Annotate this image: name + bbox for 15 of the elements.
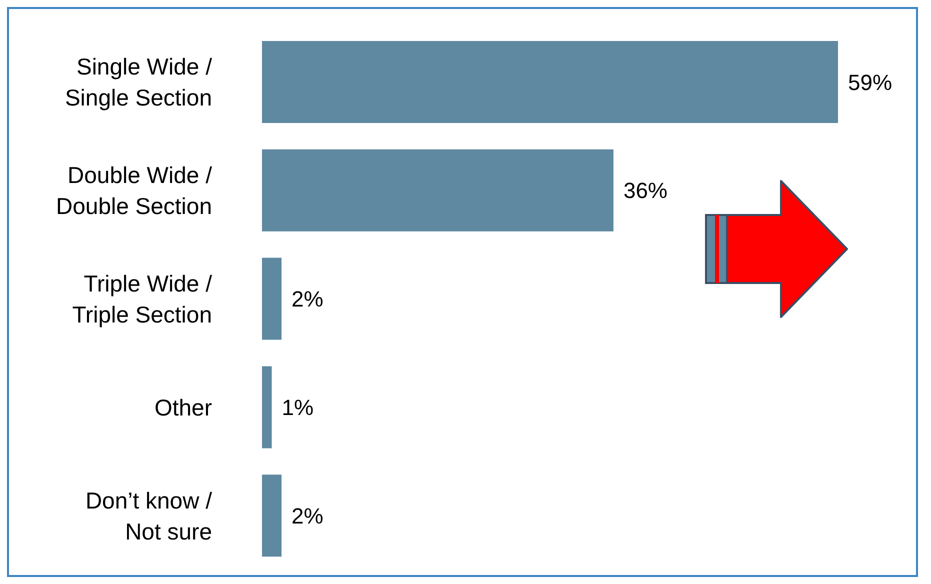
bar (262, 149, 614, 232)
y-tick-label: Don’t know / Not sure (85, 487, 213, 544)
bar (262, 41, 838, 124)
bar (262, 474, 282, 557)
bar (262, 258, 282, 340)
bar (262, 366, 272, 448)
y-tick-label: Double Wide / Double Section (56, 162, 213, 220)
data-label: 2% (292, 286, 324, 312)
y-tick-label: Other (154, 394, 212, 420)
data-label: 36% (623, 178, 668, 204)
y-tick-label: Triple Wide / Triple Section (72, 270, 213, 328)
data-label: 59% (848, 70, 892, 95)
y-tick-label: Single Wide / Single Section (64, 54, 213, 111)
data-label: 2% (292, 503, 324, 528)
data-label: 1% (282, 395, 314, 420)
